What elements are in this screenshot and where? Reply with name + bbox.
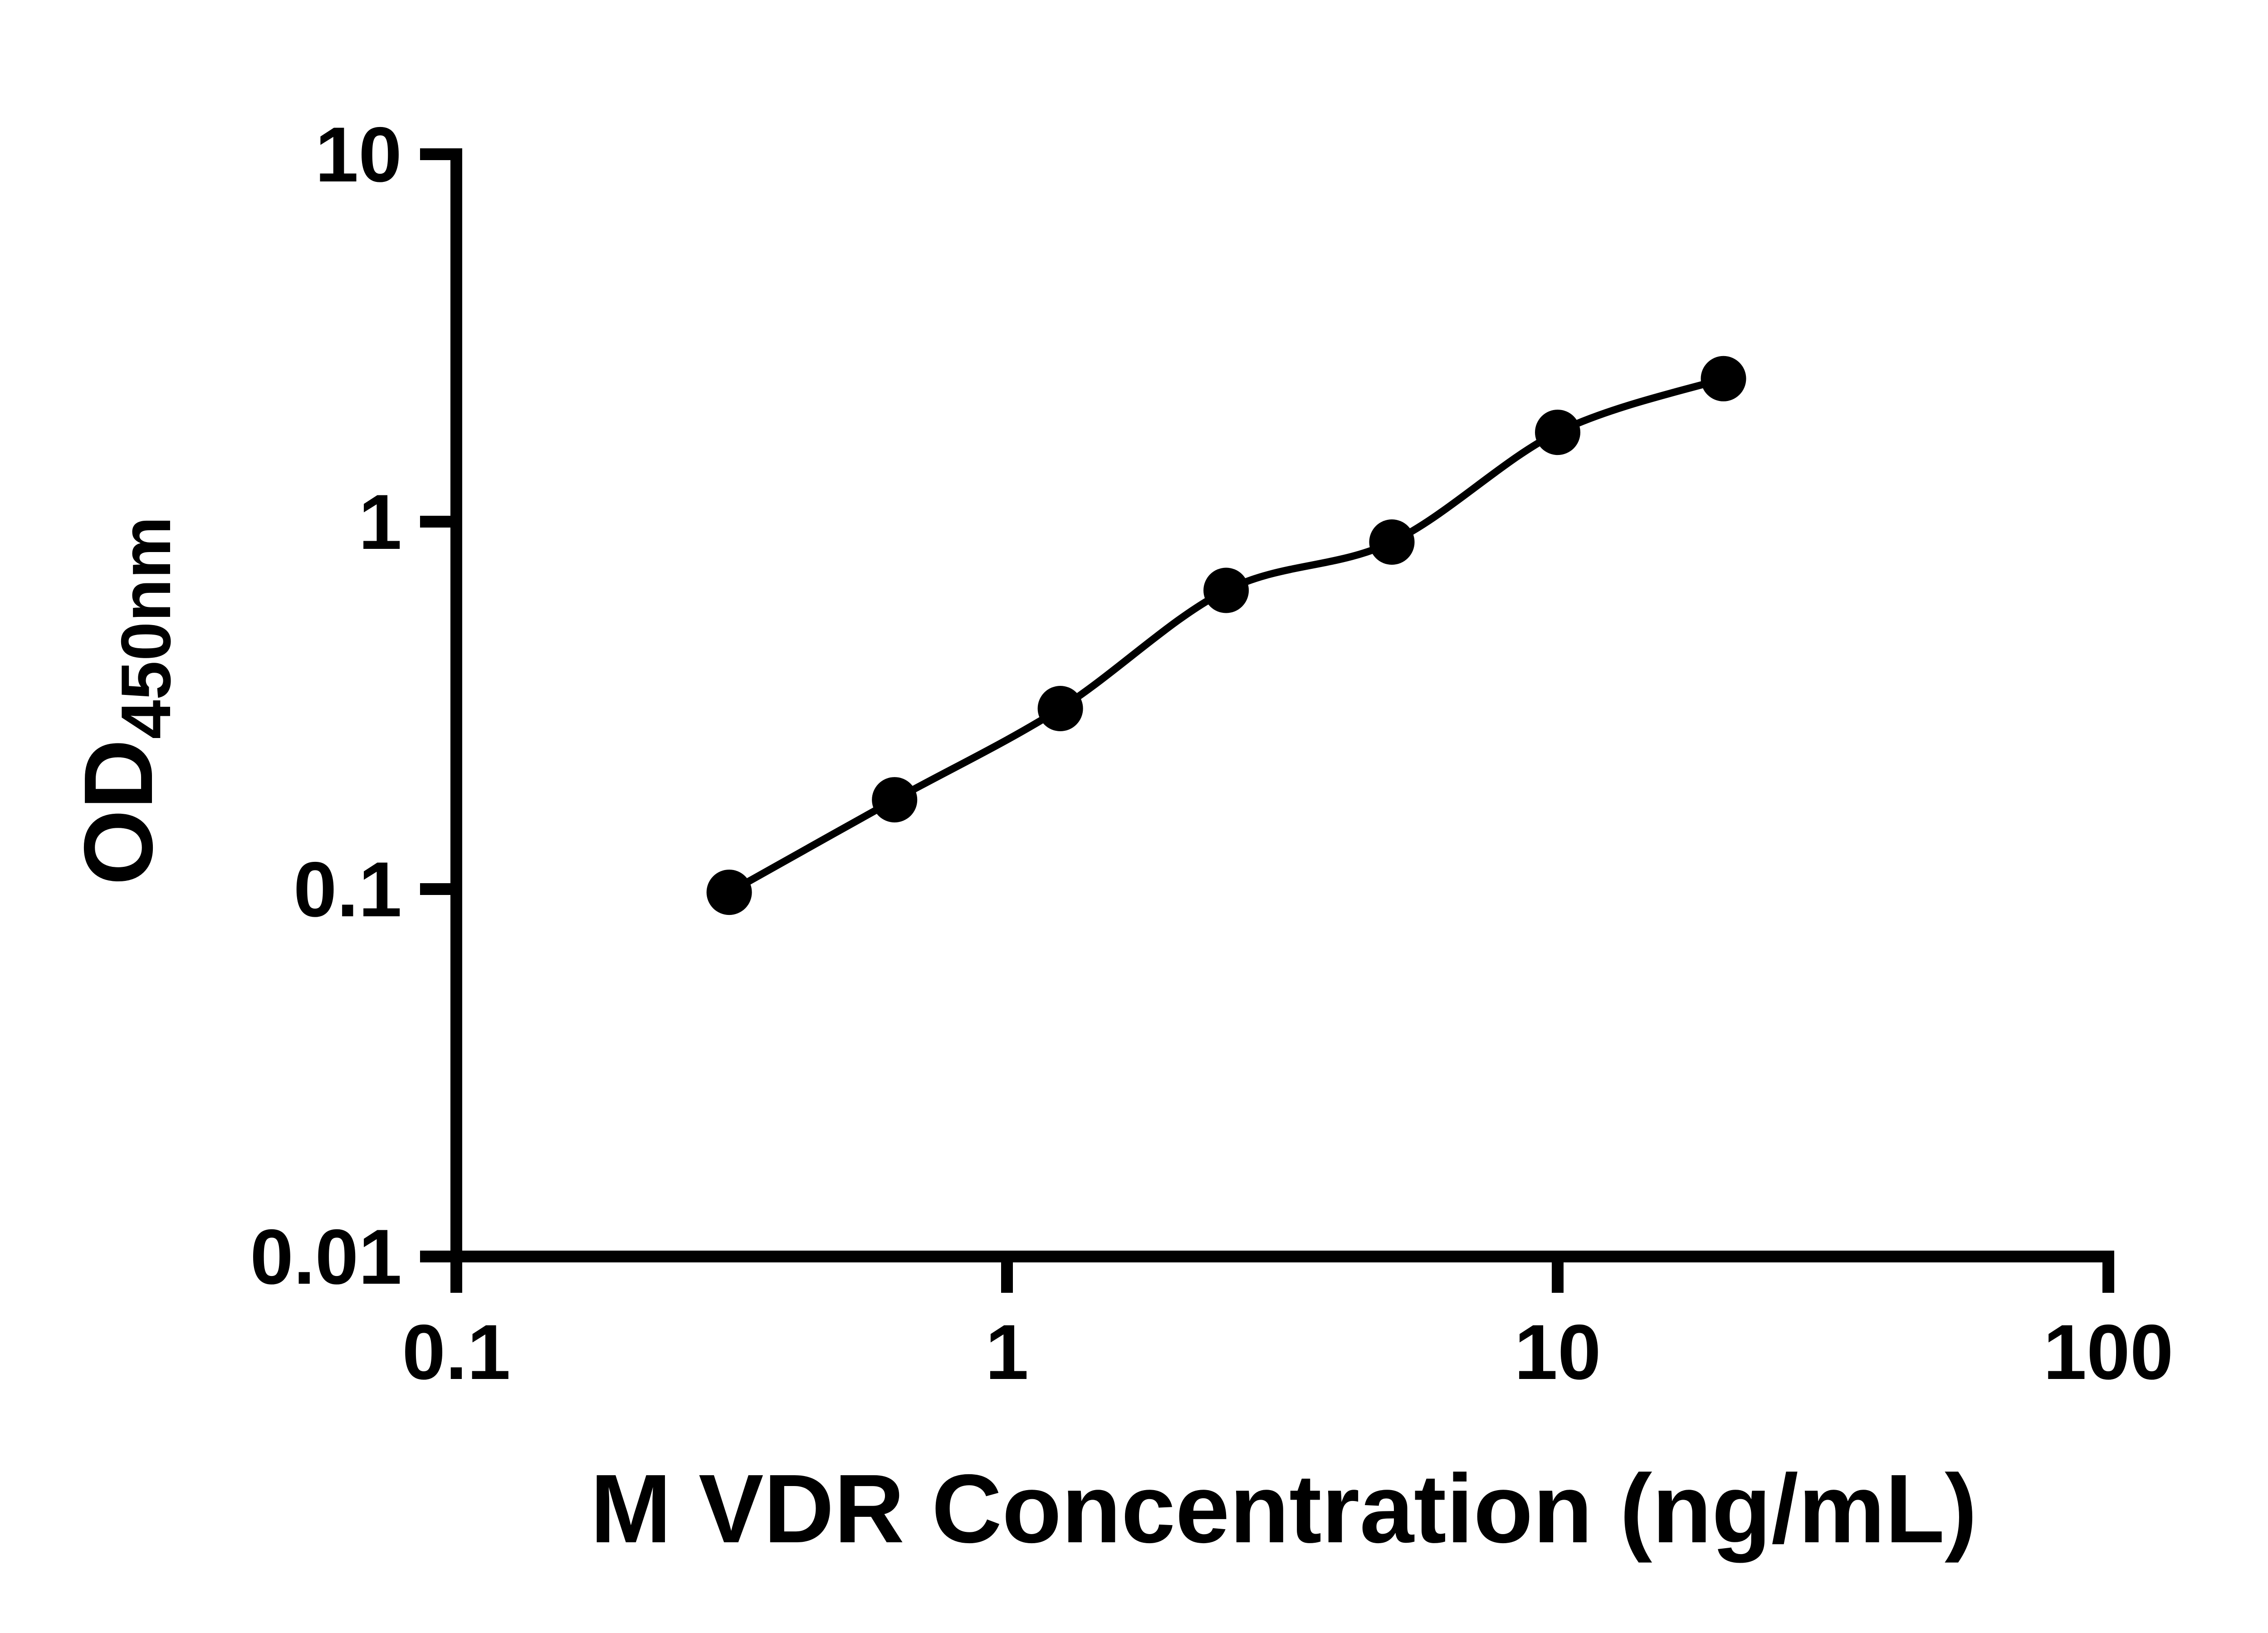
y-tick-label: 0.01 [250, 1213, 402, 1301]
data-point [1037, 686, 1083, 731]
x-tick-label: 10 [1514, 1309, 1601, 1396]
data-point [1203, 567, 1249, 613]
y-axis-title-main: OD [64, 739, 173, 885]
y-axis-title: OD450nm [64, 516, 185, 885]
x-tick-label: 100 [2043, 1309, 2174, 1396]
data-point [872, 777, 918, 823]
x-tick-label: 0.1 [402, 1309, 510, 1396]
y-tick-label: 0.1 [293, 846, 402, 933]
y-tick-label: 1 [358, 479, 402, 566]
data-point [1701, 356, 1746, 401]
x-tick-label: 1 [985, 1309, 1029, 1396]
y-tick-label: 10 [315, 111, 402, 198]
x-axis-title: M VDR Concentration (ng/mL) [590, 1454, 1977, 1563]
data-point [1369, 519, 1415, 565]
axis-lines [450, 148, 2114, 1262]
y-axis-title-sub: 450nm [107, 516, 185, 739]
data-point [706, 870, 752, 915]
data-point [1535, 410, 1580, 455]
